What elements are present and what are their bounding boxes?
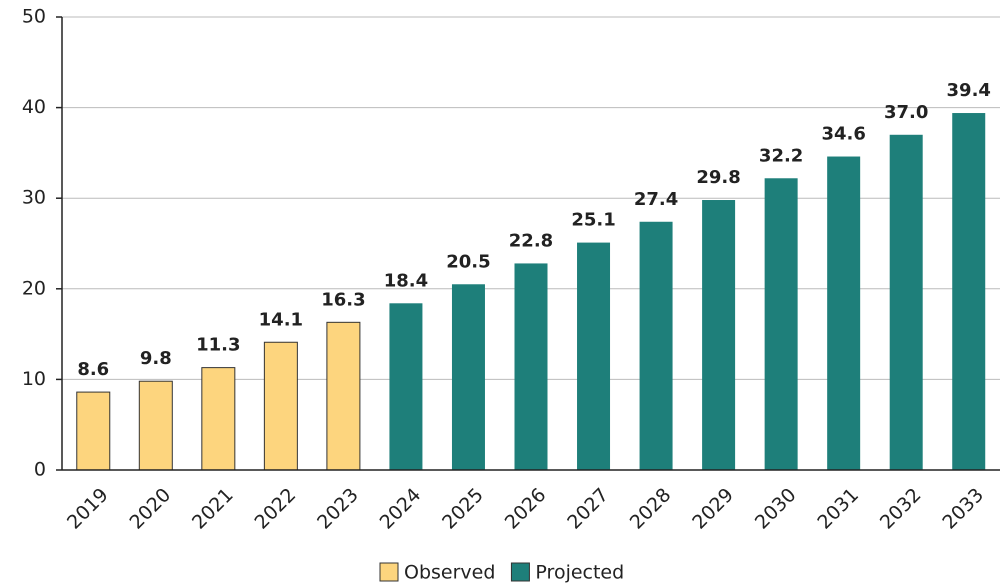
x-tick-label: 2027 [563, 484, 613, 534]
bar [138, 380, 173, 471]
legend-swatch [379, 562, 399, 582]
x-tick-label: 2025 [438, 484, 488, 534]
value-label: 11.3 [196, 335, 240, 356]
bar [702, 200, 736, 470]
bar [451, 284, 485, 470]
value-label: 9.8 [140, 348, 172, 369]
x-tick-label: 2026 [501, 484, 551, 534]
value-label: 34.6 [821, 124, 865, 145]
x-tick-label: 2029 [688, 484, 738, 534]
x-tick-label: 2022 [251, 484, 301, 534]
x-tick-label: 2021 [188, 484, 238, 534]
x-tick-label: 2030 [751, 484, 801, 534]
x-tick-label: 2024 [376, 484, 426, 534]
bar [577, 242, 611, 470]
y-tick-label: 50 [22, 6, 46, 28]
value-label: 16.3 [321, 289, 365, 310]
legend-label: Observed [404, 562, 495, 584]
x-tick-label: 2032 [876, 484, 926, 534]
x-tick-label: 2028 [626, 484, 676, 534]
bar [514, 263, 548, 470]
value-label: 22.8 [509, 230, 553, 251]
value-label: 37.0 [884, 102, 928, 123]
value-label: 39.4 [947, 80, 991, 101]
x-tick-label: 2033 [938, 484, 988, 534]
value-label: 27.4 [634, 189, 678, 210]
bar [889, 134, 923, 470]
bar [326, 321, 361, 471]
bar [639, 221, 673, 470]
bar [201, 367, 236, 471]
value-label: 20.5 [446, 251, 490, 272]
value-label: 8.6 [77, 359, 109, 380]
legend-swatch [510, 562, 530, 582]
x-tick-label: 2023 [313, 484, 363, 534]
bar [263, 341, 298, 471]
y-tick-label: 40 [22, 96, 46, 118]
bar [952, 113, 986, 470]
bar [827, 156, 861, 471]
value-label: 18.4 [384, 270, 428, 291]
value-label: 14.1 [259, 309, 303, 330]
value-label: 29.8 [696, 167, 740, 188]
x-tick-label: 2020 [125, 484, 175, 534]
x-tick-label: 2019 [63, 484, 113, 534]
value-label: 25.1 [571, 210, 615, 231]
value-label: 32.2 [759, 145, 803, 166]
bar [764, 178, 798, 470]
bar [389, 303, 423, 470]
y-tick-label: 20 [22, 277, 46, 299]
bar [76, 391, 111, 471]
y-tick-label: 0 [34, 459, 46, 481]
y-tick-label: 10 [22, 368, 46, 390]
y-tick-label: 30 [22, 187, 46, 209]
legend-label: Projected [535, 562, 624, 584]
x-tick-label: 2031 [813, 484, 863, 534]
